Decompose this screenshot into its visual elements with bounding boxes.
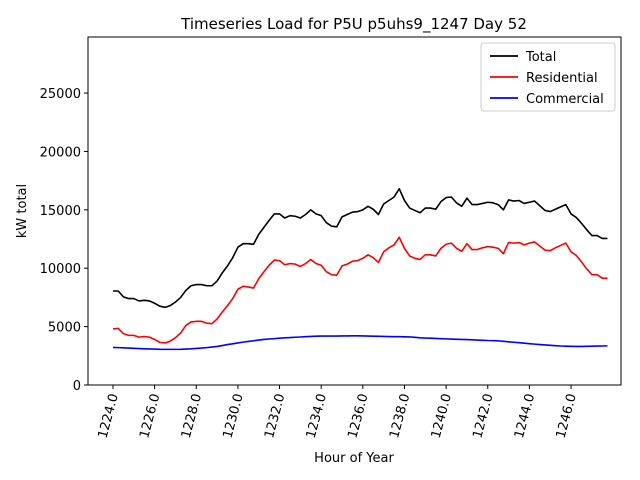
y-axis-title: kW total [15, 184, 30, 238]
series-lines [112, 188, 608, 351]
axes-frame [87, 36, 622, 386]
legend-label-residential: Residential [526, 71, 598, 86]
legend: Total Residential Commercial [480, 42, 616, 112]
legend-label-total: Total [525, 50, 556, 65]
y-tick-label: 5000 [48, 321, 81, 336]
series-line-residential [112, 236, 608, 344]
y-tick-label: 0 [73, 379, 81, 394]
chart-title: Timeseries Load for P5U p5uhs9_1247 Day … [180, 15, 527, 34]
y-tick-label: 25000 [40, 87, 81, 102]
y-tick-label: 15000 [40, 204, 81, 219]
y-tick-label: 10000 [40, 262, 81, 277]
series-line-total [112, 188, 608, 309]
y-tick-label: 20000 [40, 145, 81, 160]
legend-box [480, 42, 616, 112]
x-axis-title: Hour of Year [314, 451, 394, 466]
series-line-commercial [112, 335, 608, 351]
legend-label-commercial: Commercial [526, 92, 604, 107]
y-axis-ticks: 0 5000 10000 15000 20000 25000 [40, 87, 88, 394]
